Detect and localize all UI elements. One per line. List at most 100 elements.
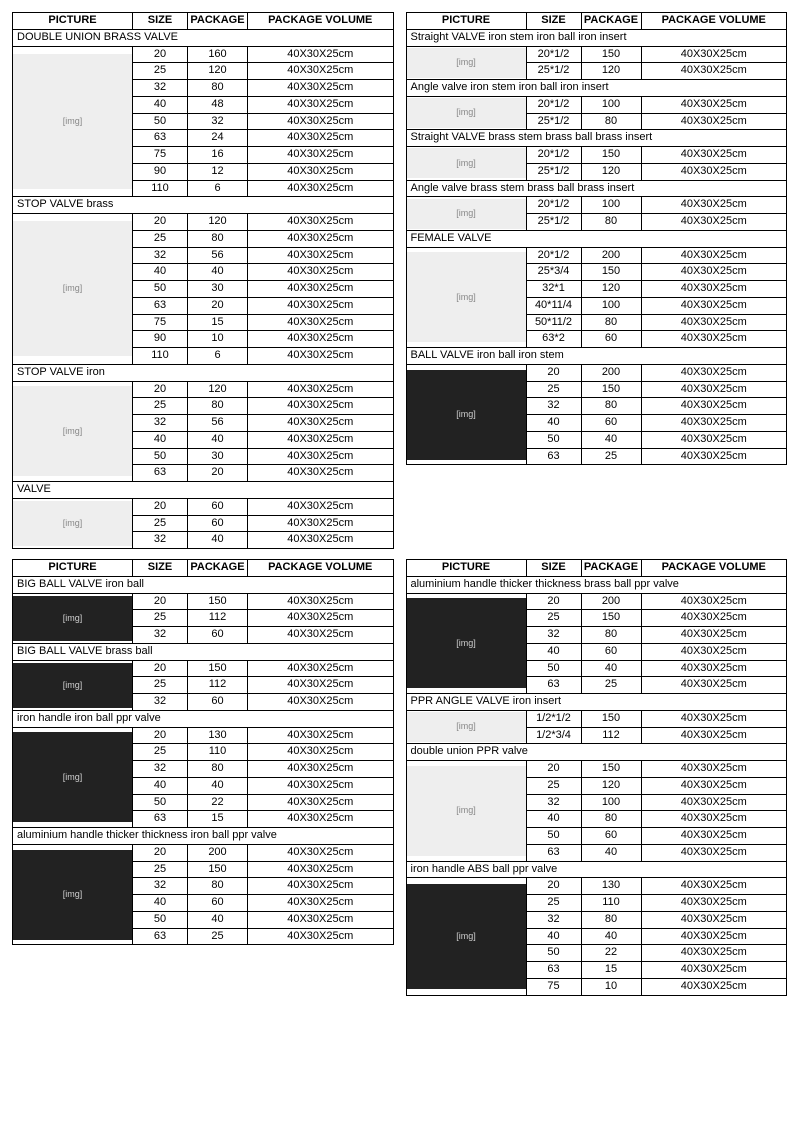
volume-cell: 40X30X25cm: [641, 264, 787, 281]
package-cell: 30: [188, 281, 248, 298]
section-title: iron handle ABS ball ppr valve: [406, 861, 787, 878]
size-cell: 40: [526, 811, 581, 828]
section-title: Angle valve brass stem brass ball brass …: [406, 180, 787, 197]
package-cell: 120: [188, 63, 248, 80]
volume-cell: 40X30X25cm: [641, 247, 787, 264]
package-cell: 40: [581, 660, 641, 677]
volume-cell: 40X30X25cm: [641, 710, 787, 727]
volume-cell: 40X30X25cm: [248, 761, 394, 778]
package-cell: 60: [188, 627, 248, 644]
package-cell: 60: [188, 895, 248, 912]
product-image: [img]: [407, 712, 526, 742]
product-image: [img]: [407, 98, 526, 128]
product-image-cell: [img]: [406, 364, 526, 465]
product-image-cell: [img]: [13, 46, 133, 197]
size-cell: 25*1/2: [526, 113, 581, 130]
package-cell: 10: [188, 331, 248, 348]
volume-cell: 40X30X25cm: [641, 777, 787, 794]
size-cell: 75: [133, 314, 188, 331]
header-size: SIZE: [133, 13, 188, 30]
package-cell: 150: [581, 264, 641, 281]
volume-cell: 40X30X25cm: [641, 643, 787, 660]
volume-cell: 40X30X25cm: [641, 398, 787, 415]
volume-cell: 40X30X25cm: [248, 214, 394, 231]
size-cell: 110: [133, 348, 188, 365]
size-cell: 63: [526, 448, 581, 465]
volume-cell: 40X30X25cm: [641, 610, 787, 627]
volume-cell: 40X30X25cm: [641, 978, 787, 995]
package-cell: 100: [581, 794, 641, 811]
volume-cell: 40X30X25cm: [248, 130, 394, 147]
volume-cell: 40X30X25cm: [641, 147, 787, 164]
package-cell: 40: [188, 911, 248, 928]
volume-cell: 40X30X25cm: [248, 895, 394, 912]
product-image: [img]: [407, 48, 526, 78]
section-title: aluminium handle thicker thickness brass…: [406, 576, 787, 593]
product-image: [img]: [407, 766, 526, 856]
size-cell: 63: [133, 811, 188, 828]
package-cell: 150: [188, 593, 248, 610]
volume-cell: 40X30X25cm: [641, 660, 787, 677]
package-cell: 15: [188, 314, 248, 331]
volume-cell: 40X30X25cm: [248, 314, 394, 331]
size-cell: 20: [526, 878, 581, 895]
header-package: PACKAGE: [581, 13, 641, 30]
volume-cell: 40X30X25cm: [641, 214, 787, 231]
size-cell: 40: [133, 431, 188, 448]
volume-cell: 40X30X25cm: [641, 364, 787, 381]
package-cell: 120: [188, 214, 248, 231]
product-image-cell: [img]: [13, 214, 133, 365]
size-cell: 32: [526, 911, 581, 928]
product-image: [img]: [13, 850, 132, 940]
section-title: DOUBLE UNION BRASS VALVE: [13, 29, 394, 46]
package-cell: 40: [188, 431, 248, 448]
size-cell: 40: [526, 928, 581, 945]
product-image: [img]: [407, 370, 526, 460]
package-cell: 40: [581, 844, 641, 861]
header-picture: PICTURE: [13, 560, 133, 577]
size-cell: 25: [133, 398, 188, 415]
package-cell: 80: [581, 398, 641, 415]
size-cell: 40: [526, 643, 581, 660]
package-cell: 48: [188, 96, 248, 113]
volume-cell: 40X30X25cm: [248, 878, 394, 895]
product-image-cell: [img]: [406, 247, 526, 348]
package-cell: 80: [188, 761, 248, 778]
volume-cell: 40X30X25cm: [641, 381, 787, 398]
section-title: double union PPR valve: [406, 744, 787, 761]
volume-cell: 40X30X25cm: [641, 331, 787, 348]
volume-cell: 40X30X25cm: [248, 348, 394, 365]
package-cell: 80: [188, 398, 248, 415]
section-title: aluminium handle thicker thickness iron …: [13, 828, 394, 845]
size-cell: 63: [133, 130, 188, 147]
package-cell: 80: [581, 811, 641, 828]
section-title: BALL VALVE iron ball iron stem: [406, 348, 787, 365]
header-volume: PACKAGE VOLUME: [641, 560, 787, 577]
product-image-cell: [img]: [406, 147, 526, 181]
volume-cell: 40X30X25cm: [641, 677, 787, 694]
package-cell: 150: [581, 46, 641, 63]
size-cell: 75: [526, 978, 581, 995]
size-cell: 25: [133, 230, 188, 247]
size-cell: 63: [526, 844, 581, 861]
volume-cell: 40X30X25cm: [248, 113, 394, 130]
product-image-cell: [img]: [13, 593, 133, 643]
section-title: PPR ANGLE VALVE iron insert: [406, 694, 787, 711]
product-image: [img]: [407, 199, 526, 229]
volume-cell: 40X30X25cm: [641, 878, 787, 895]
volume-cell: 40X30X25cm: [248, 163, 394, 180]
package-cell: 200: [581, 247, 641, 264]
product-image: [img]: [407, 884, 526, 989]
volume-cell: 40X30X25cm: [248, 465, 394, 482]
header-volume: PACKAGE VOLUME: [248, 560, 394, 577]
section-title: FEMALE VALVE: [406, 230, 787, 247]
package-cell: 120: [581, 281, 641, 298]
product-image: [img]: [13, 663, 132, 708]
package-cell: 80: [188, 878, 248, 895]
package-cell: 150: [581, 147, 641, 164]
package-cell: 25: [581, 677, 641, 694]
volume-cell: 40X30X25cm: [248, 532, 394, 549]
size-cell: 20*1/2: [526, 46, 581, 63]
package-cell: 130: [581, 878, 641, 895]
size-cell: 32: [133, 532, 188, 549]
